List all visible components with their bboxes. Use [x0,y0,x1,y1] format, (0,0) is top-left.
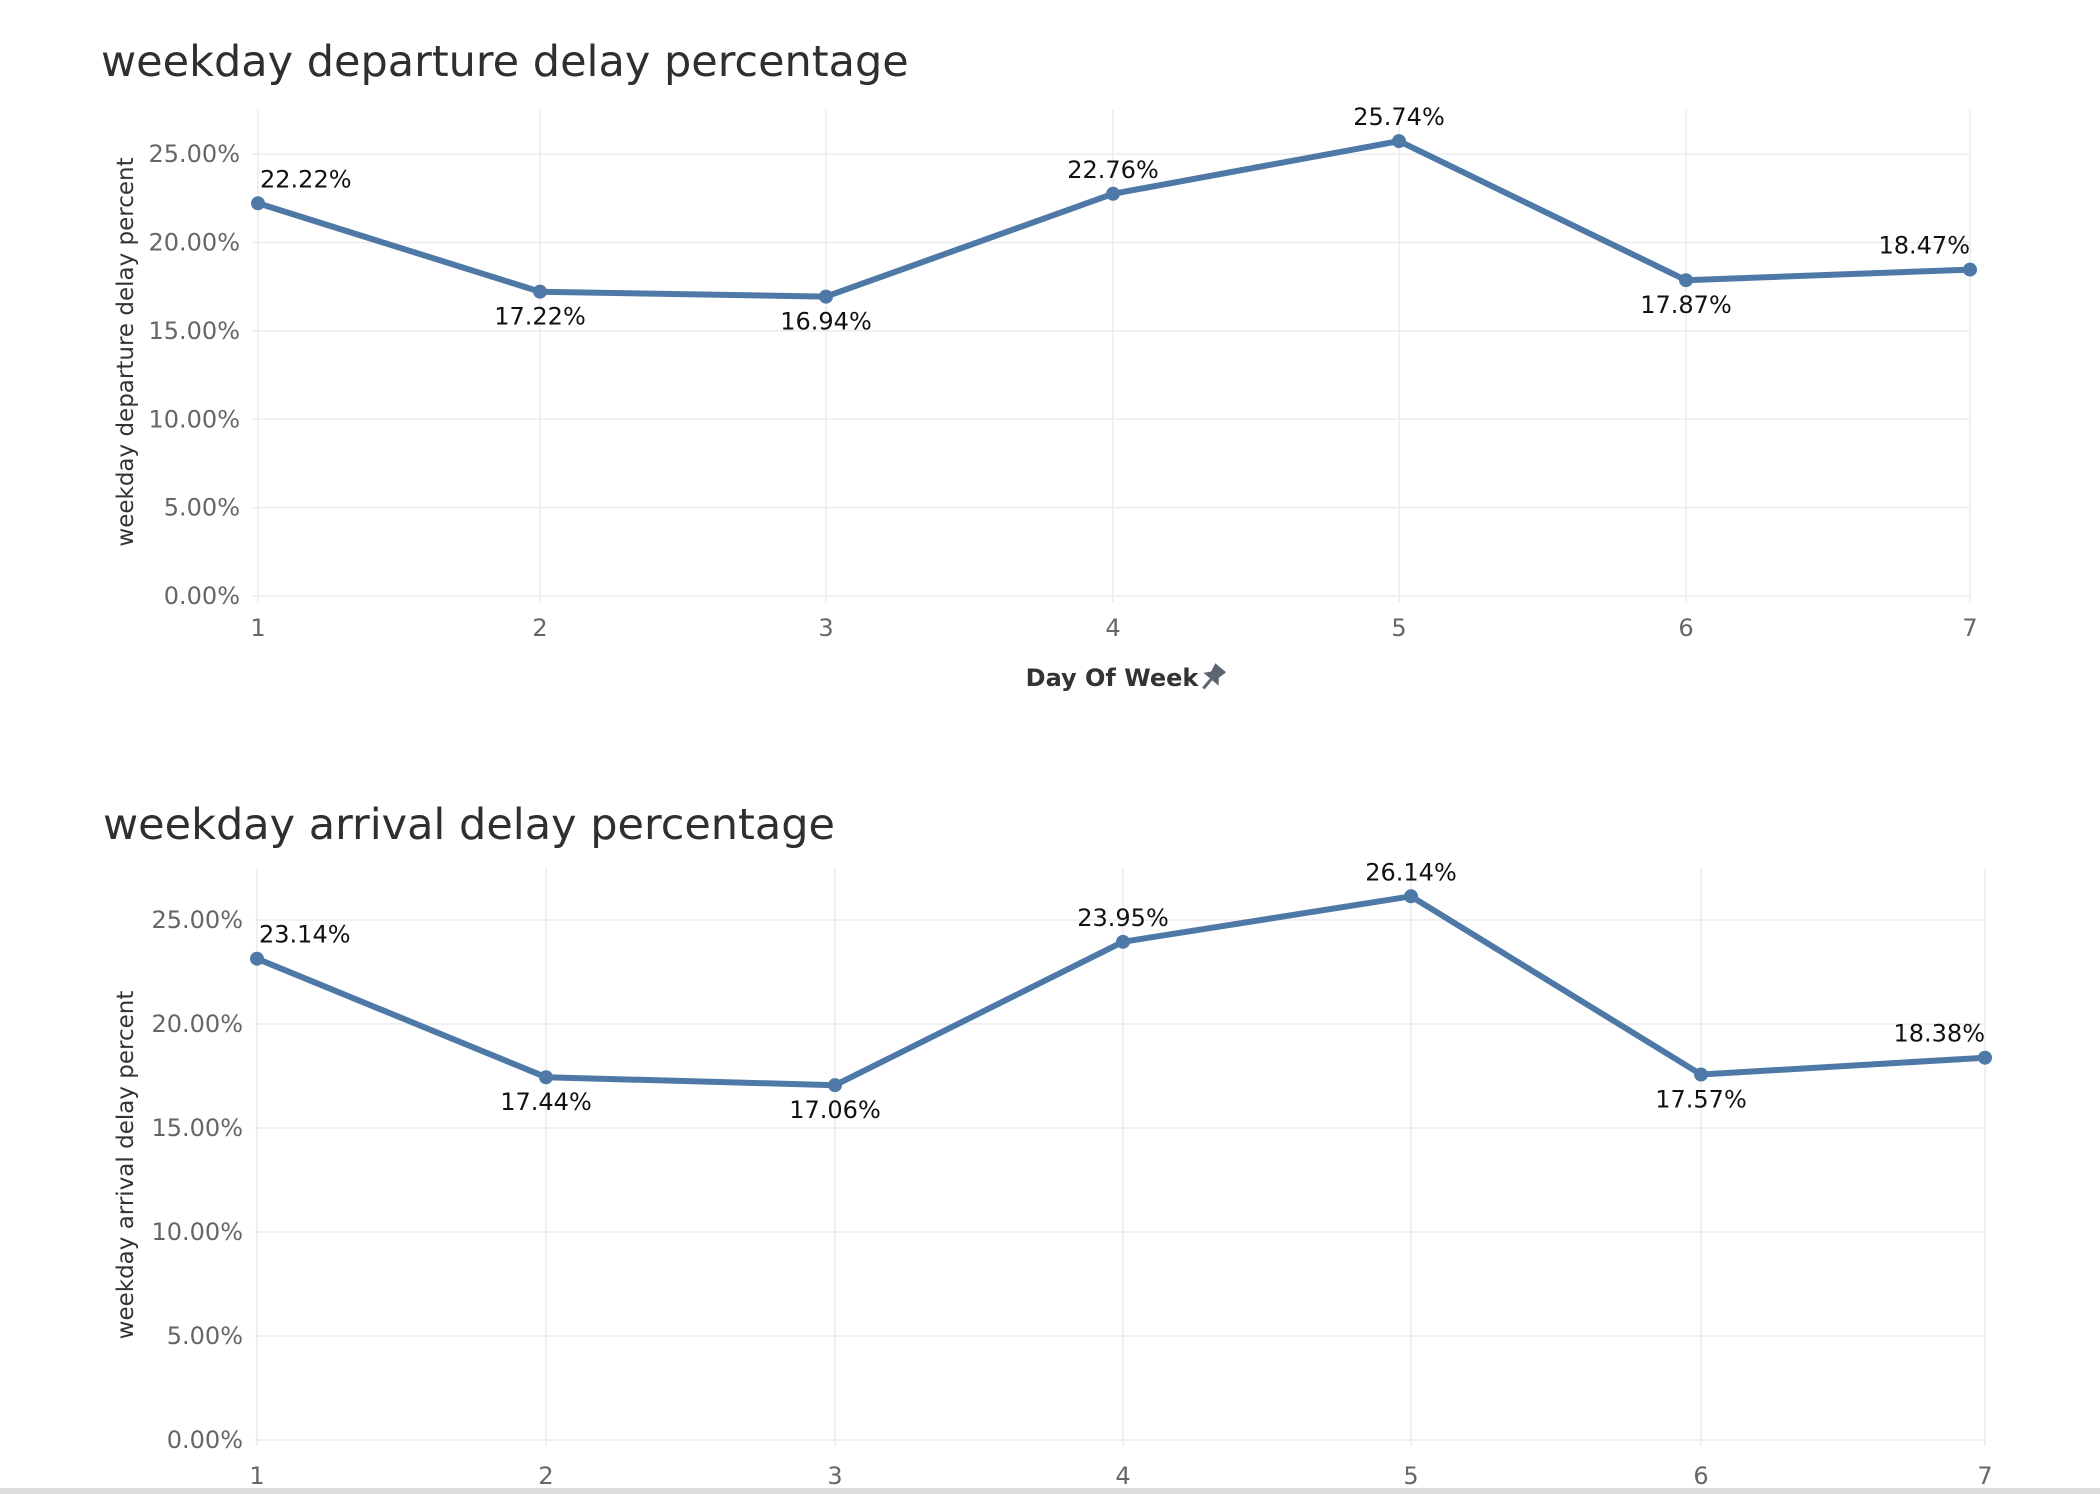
arrival-data-label: 26.14% [1365,858,1457,886]
arrival-x-tick-label: 2 [538,1462,553,1490]
departure-y-tick-label: 5.00% [164,494,240,522]
arrival-x-tick-label: 4 [1115,1462,1130,1490]
arrival-x-tick-label: 7 [1977,1462,1992,1490]
arrival-y-axis-label: weekday arrival delay percent [113,991,139,1340]
arrival-data-label: 23.14% [259,921,351,949]
arrival-data-label: 17.06% [789,1096,881,1124]
departure-data-label: 22.76% [1067,156,1159,184]
arrival-y-tick-label: 15.00% [151,1114,243,1142]
arrival-data-point[interactable] [1694,1067,1708,1082]
pin-icon[interactable] [1196,661,1229,695]
departure-y-tick-label: 25.00% [148,140,240,168]
departure-data-point[interactable] [533,284,547,299]
arrival-data-label: 18.38% [1893,1020,1985,1048]
arrival-data-label: 17.57% [1655,1086,1747,1114]
departure-data-point[interactable] [1106,186,1120,201]
arrival-x-tick-label: 1 [249,1462,264,1490]
departure-data-label: 25.74% [1353,103,1445,131]
departure-data-point[interactable] [251,196,265,211]
departure-delay-chart: 0.00% 5.00% 10.00% 15.00% 20.00% 25.00% 1 2 3 4 5 6… [148,103,1977,642]
arrival-y-tick-label: 25.00% [151,906,243,934]
departure-y-axis-label: weekday departure delay percent [113,157,139,546]
departure-x-tick-label: 2 [532,614,547,642]
departure-data-point[interactable] [1392,134,1406,149]
departure-y-tick-label: 0.00% [164,582,240,610]
arrival-y-tick-label: 10.00% [151,1218,243,1246]
departure-data-point[interactable] [1963,262,1977,277]
departure-chart-title: weekday departure delay percentage [101,37,909,87]
departure-y-tick-label: 15.00% [148,317,240,345]
bottom-scrollbar-strip[interactable] [0,1488,2100,1494]
departure-data-label: 16.94% [780,308,872,336]
departure-data-label: 22.22% [260,165,352,193]
departure-x-tick-label: 1 [250,614,265,642]
departure-data-label: 17.87% [1640,291,1732,319]
arrival-delay-chart: 0.00% 5.00% 10.00% 15.00% 20.00% 25.00% 1 2 3 4 5 6… [151,858,1992,1490]
departure-x-tick-label: 3 [818,614,833,642]
arrival-data-point[interactable] [1978,1050,1992,1065]
departure-data-point[interactable] [819,289,833,304]
departure-x-tick-label: 7 [1962,614,1977,642]
departure-data-label: 17.22% [494,303,586,331]
arrival-x-tick-label: 6 [1693,1462,1708,1490]
arrival-data-label: 23.95% [1077,904,1169,932]
departure-x-tick-label: 4 [1105,614,1120,642]
arrival-chart-title: weekday arrival delay percentage [103,800,835,850]
arrival-data-point[interactable] [1116,934,1130,949]
departure-data-point[interactable] [1679,273,1693,288]
departure-x-tick-label: 6 [1678,614,1693,642]
departure-x-axis-label[interactable]: Day Of Week [1026,664,1200,692]
arrival-x-tick-label: 3 [827,1462,842,1490]
arrival-data-point[interactable] [539,1070,553,1085]
arrival-y-tick-label: 20.00% [151,1010,243,1038]
arrival-y-tick-label: 0.00% [167,1426,243,1454]
arrival-data-label: 17.44% [500,1088,592,1116]
arrival-data-point[interactable] [1404,889,1418,904]
arrival-data-point[interactable] [828,1078,842,1093]
arrival-y-tick-label: 5.00% [167,1322,243,1350]
departure-y-tick-label: 10.00% [148,405,240,433]
arrival-data-point[interactable] [250,951,264,966]
departure-y-tick-label: 20.00% [148,229,240,257]
departure-x-tick-label: 5 [1391,614,1406,642]
arrival-x-tick-label: 5 [1403,1462,1418,1490]
departure-data-label: 18.47% [1878,232,1970,260]
